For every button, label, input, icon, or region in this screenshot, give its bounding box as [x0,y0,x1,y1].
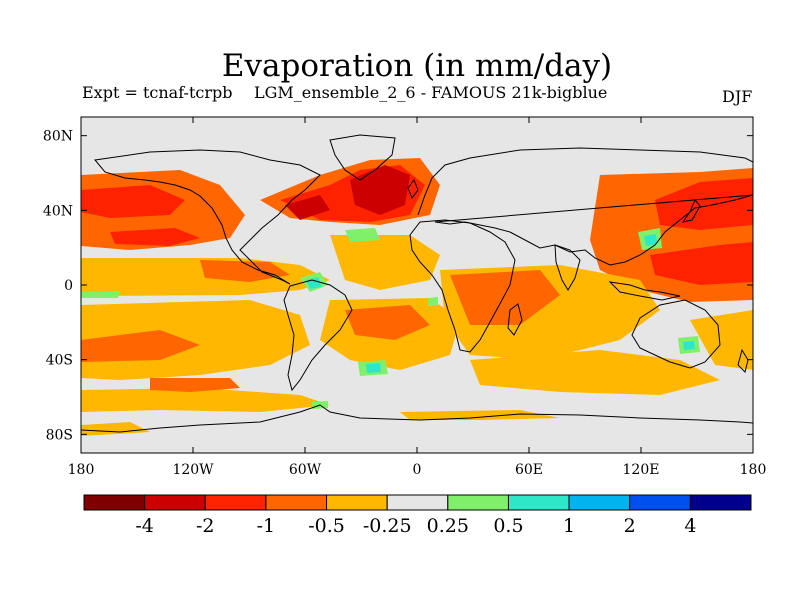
australia-east-band [690,310,753,370]
positive-anomaly-caribbean-core [306,277,322,289]
colorbar-label: -0.5 [308,515,345,537]
uk-coast [407,178,419,200]
greenland-coast [329,134,396,181]
japan-coast [681,199,701,223]
colorbar-label: 4 [684,515,696,537]
lat-tick-label: 0 [64,278,73,294]
colorbar-swatch [83,494,146,511]
positive-anomaly-indian [428,297,438,306]
southern-ocean-band [81,388,330,412]
colorbar-swatch [204,494,267,511]
colorbar-swatch [629,494,691,511]
map-title: Evaporation (in mm/day) [221,48,613,84]
positive-anomaly-west-pacific-core [644,234,657,246]
australia-coast [631,299,721,369]
colorbar-swatch [689,494,752,511]
southern-indian-band [470,350,720,395]
lon-tick-label: 180 [740,462,767,478]
latitude-axis: 80N 40N 0 40S 80S [43,129,753,443]
colorbar-swatch [326,494,388,511]
colorbar-swatch [144,494,206,511]
north-atlantic-max [350,165,410,215]
west-pacific-core [650,242,753,285]
southern-ocean-orange [150,378,240,392]
colorbar-label: -4 [135,515,154,537]
south-atlantic-orange [345,305,430,340]
north-pacific-core [81,185,185,218]
north-pacific-core-2 [110,228,200,246]
colorbar-label: 0.5 [493,515,523,537]
experiment-label: Expt = tcnaf-tcrpb [82,83,233,102]
lon-tick-label: 120E [623,462,660,478]
tropical-pacific-orange [200,260,290,282]
lon-tick-label: 60W [289,462,322,478]
antarctica-coast [81,404,753,433]
lat-tick-label: 40S [46,353,73,369]
madagascar-coast [507,303,523,336]
tropical-atlantic-band [330,235,440,290]
ross-sea-band [81,422,150,436]
lat-tick-label: 80N [43,129,73,145]
europe-asia-coast [417,147,753,266]
positive-anomaly-australia-core [683,341,695,350]
run-label: LGM_ensemble_2_6 - FAMOUS 21k-bigblue [254,83,608,102]
positive-anomaly-south-atlantic-core [366,363,381,373]
new-zealand-coast [737,348,749,373]
colorbar: -4 -2 -1 -0.5 -0.25 0.25 0.5 1 2 4 [83,494,752,537]
lon-tick-label: 180 [68,462,95,478]
colorbar-swatch [265,494,328,511]
south-america-coast [283,279,353,392]
lon-tick-label: 60E [515,462,543,478]
lon-tick-label: 120W [172,462,214,478]
season-label: DJF [722,87,753,106]
antarctic-rim-band [400,410,560,420]
anomaly-shading [81,158,753,436]
indonesia-coast [608,281,681,301]
africa-coast [409,219,516,353]
colorbar-label: 1 [563,515,575,537]
indian-ocean-orange [450,270,560,325]
colorbar-label: 0.25 [427,515,469,537]
positive-anomaly-pacific-east [81,291,120,298]
lat-tick-label: 80S [46,427,73,443]
longitude-axis: 180 120W 60W 0 60E 120E 180 [68,117,767,478]
gulf-stream-core [285,195,330,220]
lat-tick-label: 40N [43,203,73,219]
colorbar-label: 2 [624,515,636,537]
india-coast [554,244,581,291]
colorbar-swatch [507,494,570,511]
coastlines [81,134,753,433]
north-america-coast [94,149,321,285]
colorbar-label: -1 [257,515,276,537]
colorbar-label: -2 [196,515,215,537]
south-pacific-orange [81,330,200,362]
colorbar-swatch [568,494,631,511]
colorbar-swatch [386,494,449,511]
colorbar-label: -0.25 [363,515,412,537]
colorbar-swatch [447,494,509,511]
positive-anomaly-atlantic [345,228,380,242]
lon-tick-label: 0 [413,462,422,478]
kuroshio-core [655,178,753,230]
